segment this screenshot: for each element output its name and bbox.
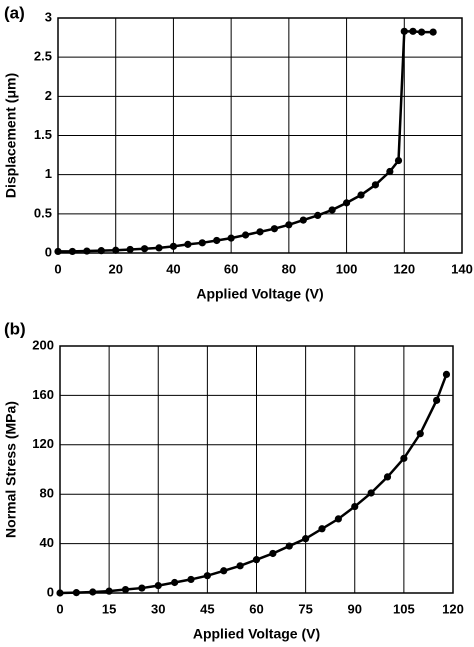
- data-point: [169, 242, 178, 250]
- data-point: [252, 556, 261, 564]
- data-point: [54, 247, 62, 256]
- x-tick-label: 90: [348, 601, 362, 616]
- data-point: [155, 244, 163, 252]
- data-point: [105, 587, 113, 595]
- x-tick-label: 20: [108, 261, 122, 276]
- data-point: [270, 225, 279, 233]
- y-tick-label: 40: [40, 535, 54, 550]
- data-point: [386, 167, 394, 176]
- data-line: [58, 30, 434, 253]
- data-point: [302, 535, 310, 543]
- x-tick-label: 100: [336, 261, 358, 276]
- y-tick-label: 1.5: [34, 127, 52, 142]
- x-tick-label: 0: [56, 601, 63, 616]
- data-point: [203, 572, 211, 580]
- data-point: [89, 588, 97, 596]
- data-point: [187, 575, 195, 584]
- data-point: [285, 221, 293, 229]
- data-point: [383, 473, 392, 481]
- data-point: [241, 231, 250, 239]
- data-point: [154, 581, 162, 590]
- x-tick-label: 75: [298, 601, 312, 616]
- y-axis-title: Normal Stress (MPa): [3, 401, 19, 538]
- y-tick-label: 80: [40, 486, 54, 501]
- x-tick-label: 15: [102, 601, 116, 616]
- panel-label: (b): [4, 319, 26, 338]
- data-point: [97, 247, 105, 255]
- data-point: [318, 525, 326, 533]
- data-point: [371, 181, 380, 189]
- data-point: [334, 515, 342, 523]
- data-point: [83, 247, 91, 255]
- data-point: [394, 156, 403, 165]
- data-point: [442, 370, 451, 379]
- data-point: [220, 567, 228, 575]
- y-tick-label: 0: [45, 244, 52, 259]
- data-point: [140, 245, 149, 253]
- x-tick-label: 105: [393, 601, 415, 616]
- x-tick-label: 45: [200, 601, 214, 616]
- x-tick-label: 40: [166, 261, 180, 276]
- x-axis-title: Applied Voltage (V): [193, 626, 320, 642]
- x-tick-label: 120: [393, 261, 415, 276]
- data-point: [112, 246, 120, 254]
- y-tick-label: 1: [45, 166, 52, 181]
- data-point: [351, 502, 359, 511]
- y-tick-label: 160: [32, 387, 54, 402]
- data-point: [314, 211, 322, 219]
- x-tick-label: 0: [54, 261, 61, 276]
- x-tick-label: 140: [451, 261, 473, 276]
- data-point: [342, 199, 351, 207]
- data-point: [409, 27, 417, 35]
- data-point: [328, 206, 336, 214]
- data-point: [400, 454, 408, 462]
- y-tick-label: 2.5: [34, 49, 52, 64]
- data-point: [236, 562, 244, 570]
- y-tick-label: 0: [47, 584, 54, 599]
- data-point: [227, 234, 235, 242]
- x-tick-label: 60: [224, 261, 238, 276]
- data-point: [184, 240, 192, 248]
- x-tick-label: 30: [151, 601, 165, 616]
- data-point: [400, 27, 408, 35]
- data-point: [138, 584, 146, 592]
- data-point: [429, 28, 437, 36]
- data-point: [367, 489, 375, 497]
- data-point: [256, 228, 264, 236]
- data-point: [299, 216, 307, 224]
- data-point: [56, 589, 64, 597]
- panel-label: (a): [4, 3, 25, 22]
- data-point: [72, 589, 80, 597]
- data-point: [198, 239, 206, 247]
- y-tick-label: 0.5: [34, 205, 52, 220]
- data-point: [357, 191, 365, 199]
- data-point: [269, 549, 277, 558]
- data-point: [126, 245, 134, 254]
- data-point: [121, 585, 130, 594]
- data-point: [213, 236, 221, 245]
- data-point: [171, 578, 179, 587]
- y-tick-label: 3: [45, 9, 52, 24]
- y-axis-title: Displacement (μm): [3, 73, 19, 198]
- x-tick-label: 120: [442, 601, 464, 616]
- data-point: [68, 247, 77, 256]
- data-point: [418, 28, 426, 36]
- x-axis-title: Applied Voltage (V): [196, 286, 323, 302]
- data-point: [285, 542, 293, 550]
- x-tick-label: 60: [249, 601, 263, 616]
- data-point: [433, 396, 441, 404]
- y-tick-label: 200: [32, 337, 54, 352]
- y-tick-label: 120: [32, 436, 54, 451]
- y-tick-label: 2: [45, 88, 52, 103]
- x-tick-label: 80: [282, 261, 296, 276]
- data-point: [416, 430, 424, 438]
